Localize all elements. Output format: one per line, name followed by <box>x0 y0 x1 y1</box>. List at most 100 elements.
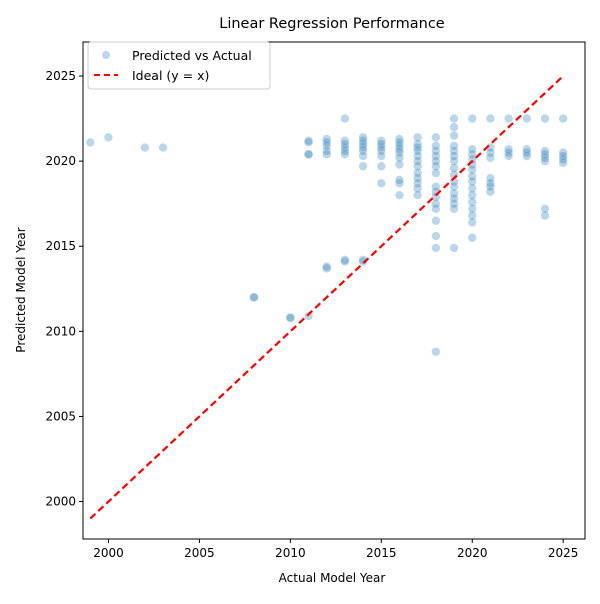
scatter-point <box>395 160 404 169</box>
scatter-point <box>358 162 368 171</box>
scatter-point <box>413 184 422 193</box>
scatter-point <box>249 293 259 302</box>
scatter-point <box>504 145 513 154</box>
scatter-point <box>431 204 441 213</box>
scatter-point <box>395 153 404 162</box>
scatter-point <box>540 114 550 123</box>
scatter-point <box>431 347 441 356</box>
y-tick-label: 2020 <box>45 154 76 168</box>
scatter-point <box>304 138 313 147</box>
scatter-point <box>468 197 477 207</box>
scatter-point <box>540 146 550 156</box>
scatter-point <box>413 179 422 188</box>
ideal-line-layer <box>89 75 564 520</box>
scatter-point <box>395 148 404 157</box>
scatter-point <box>413 133 422 142</box>
scatter-point <box>304 150 313 159</box>
scatter-point <box>449 163 459 173</box>
scatter-point <box>431 199 441 208</box>
ideal-line <box>89 75 564 520</box>
scatter-point <box>540 211 550 220</box>
y-tick-label: 2010 <box>45 324 76 338</box>
scatter-point <box>377 179 386 188</box>
scatter-point <box>340 255 350 265</box>
scatter-point <box>558 158 568 168</box>
y-tick-label: 2005 <box>45 409 76 423</box>
scatter-point <box>358 146 368 156</box>
scatter-point <box>449 131 459 140</box>
scatter-point <box>486 187 495 196</box>
plot-frame <box>82 41 586 540</box>
scatter-point <box>340 146 350 156</box>
chart-title: Linear Regression Performance <box>219 16 445 32</box>
scatter-point <box>304 136 313 145</box>
scatter-point <box>340 136 350 145</box>
scatter-point <box>413 173 422 183</box>
x-tick-label: 2000 <box>93 546 124 560</box>
scatter-point <box>468 150 477 159</box>
scatter-point <box>540 153 550 162</box>
legend-label-scatter: Predicted vs Actual <box>132 48 252 63</box>
scatter-point <box>431 192 441 202</box>
scatter-point <box>449 199 459 208</box>
legend-marker-scatter <box>102 51 110 59</box>
scatter-point <box>468 211 477 220</box>
scatter-point <box>558 148 568 157</box>
scatter-point <box>558 155 568 164</box>
scatter-point <box>158 143 168 152</box>
legend-label-ideal: Ideal (y = x) <box>132 68 209 83</box>
x-tick-label: 2025 <box>548 546 579 560</box>
scatter-point <box>395 190 404 200</box>
scatter-point <box>340 114 350 123</box>
scatter-point <box>377 151 386 161</box>
scatter-point <box>431 243 441 253</box>
scatter-point <box>413 146 422 156</box>
y-tick-label: 2015 <box>45 239 76 253</box>
scatter-point <box>468 233 477 242</box>
scatter-point <box>322 138 331 147</box>
scatter-point <box>395 134 404 144</box>
y-tick-label: 2000 <box>45 495 76 509</box>
x-tick-label: 2005 <box>184 546 215 560</box>
scatter-point <box>358 151 368 161</box>
scatter-point <box>413 151 422 161</box>
x-tick-label: 2015 <box>366 546 397 560</box>
scatter-point <box>558 114 568 123</box>
scatter-point <box>395 141 404 151</box>
scatter-point <box>377 143 386 152</box>
scatter-point <box>486 153 495 162</box>
scatter-point <box>340 150 350 159</box>
scatter-point <box>486 114 495 123</box>
x-tick-label: 2010 <box>275 546 306 560</box>
scatter-point <box>449 182 459 191</box>
scatter-point <box>377 139 386 149</box>
scatter-point <box>413 143 422 152</box>
scatter-point <box>286 313 295 322</box>
x-axis: 2000 2005 2010 2015 2020 2025 <box>93 539 578 560</box>
scatter-point <box>322 262 331 271</box>
scatter-point <box>522 145 531 154</box>
scatter-point <box>468 172 477 181</box>
scatter-point <box>304 150 313 159</box>
scatter-point <box>449 146 459 156</box>
scatter-point <box>449 122 459 132</box>
scatter-point <box>431 146 441 156</box>
x-axis-label: Actual Model Year <box>279 571 386 585</box>
scatter-point <box>395 138 404 147</box>
scatter-point <box>468 218 477 227</box>
scatter-point <box>322 146 331 156</box>
scatter-point <box>540 156 550 166</box>
scatter-point <box>322 264 331 273</box>
scatter-point <box>504 148 513 157</box>
scatter-point <box>395 179 404 188</box>
scatter-point <box>431 133 441 142</box>
scatter-point <box>468 114 477 123</box>
scatter-point <box>449 189 459 198</box>
scatter-point <box>431 151 441 161</box>
scatter-point <box>304 311 313 321</box>
scatter-point <box>413 139 422 149</box>
scatter-point <box>431 182 441 191</box>
scatter-point <box>413 162 422 171</box>
scatter-point <box>358 139 368 149</box>
